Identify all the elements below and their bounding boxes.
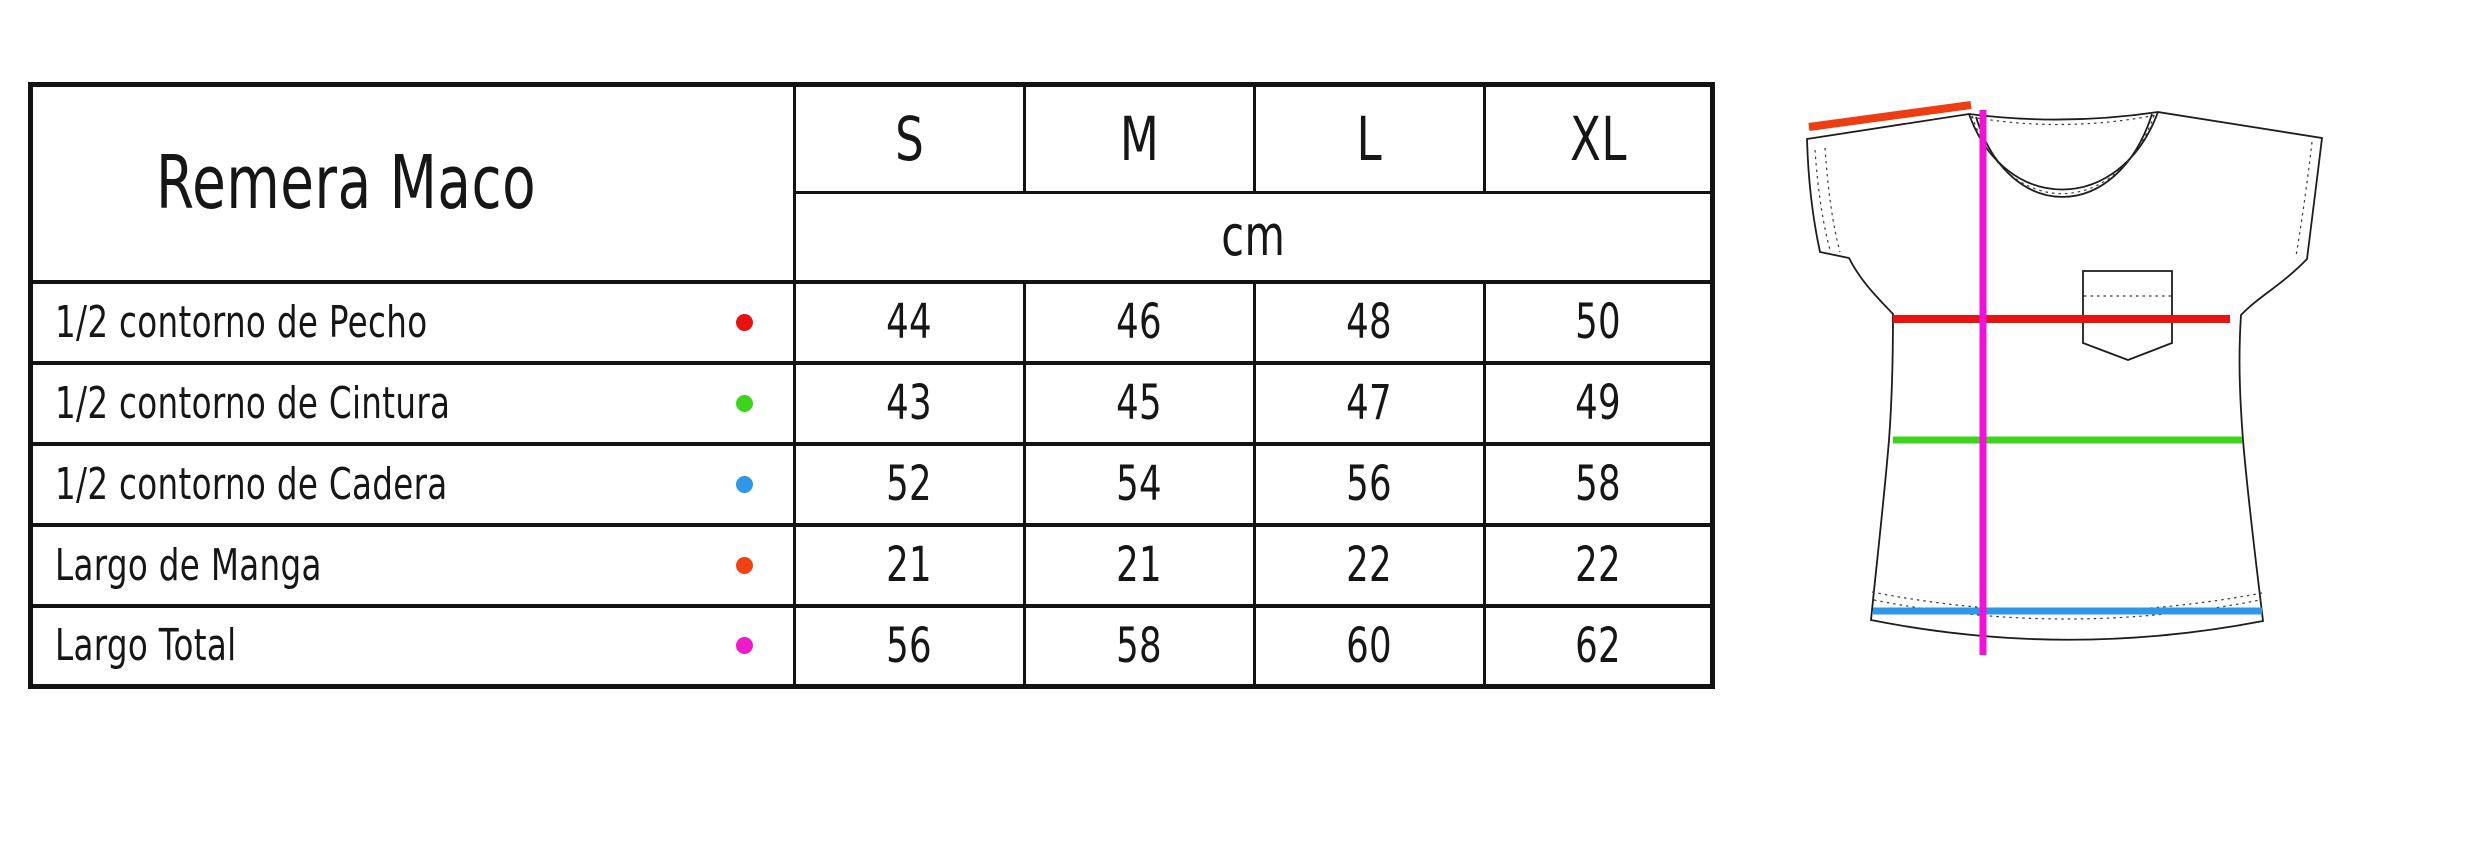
value-cell: 60 bbox=[1346, 617, 1393, 674]
unit-cell: cm bbox=[793, 191, 1714, 284]
sleeve-length-line bbox=[1808, 101, 1972, 131]
collar-front-outer bbox=[1968, 111, 2159, 191]
table-row: Largo de Manga 21 21 22 22 bbox=[29, 522, 1714, 608]
value-cell-wrap: 43 bbox=[793, 360, 1026, 446]
right-sleeve-stitch bbox=[2295, 141, 2313, 257]
value-cell: 47 bbox=[1346, 375, 1393, 431]
measurement-dot bbox=[736, 556, 753, 574]
hem-stitch-1 bbox=[1871, 591, 2263, 612]
row-label: Largo Total bbox=[55, 620, 237, 672]
value-cell-wrap: 22 bbox=[1483, 522, 1714, 608]
value-cell: 43 bbox=[886, 375, 933, 431]
value-cell-wrap: 48 bbox=[1253, 279, 1486, 365]
value-cell-wrap: 62 bbox=[1483, 603, 1714, 689]
value-cell-wrap: 58 bbox=[1483, 441, 1714, 527]
value-cell: 52 bbox=[886, 456, 933, 512]
pocket bbox=[2082, 270, 2173, 361]
row-label: 1/2 contorno de Cintura bbox=[55, 377, 451, 429]
measurement-dot bbox=[736, 394, 753, 412]
measurement-label-cell: 1/2 contorno de Cadera bbox=[29, 441, 796, 527]
table-row: 1/2 contorno de Cadera 52 54 56 58 bbox=[29, 441, 1714, 527]
left-sleeve-stitch bbox=[1814, 149, 1831, 251]
size-column-header-m: M bbox=[1023, 83, 1256, 194]
value-cell-wrap: 58 bbox=[1023, 603, 1256, 689]
chart-title: Remera Maco bbox=[156, 140, 537, 227]
measurement-label-cell: 1/2 contorno de Pecho bbox=[29, 279, 796, 365]
value-cell: 58 bbox=[1575, 456, 1621, 512]
value-cell: 48 bbox=[1346, 294, 1393, 350]
value-cell-wrap: 46 bbox=[1023, 279, 1256, 365]
size-column-header-s: S bbox=[793, 83, 1026, 194]
value-cell: 56 bbox=[1346, 456, 1393, 512]
value-cell-wrap: 44 bbox=[793, 279, 1026, 365]
value-cell-wrap: 47 bbox=[1253, 360, 1486, 446]
collar-front-inner bbox=[1975, 113, 2153, 198]
size-chart-table: Remera Maco S M L XL cm bbox=[28, 82, 1715, 689]
value-cell-wrap: 21 bbox=[1023, 522, 1256, 608]
value-cell: 22 bbox=[1575, 537, 1621, 593]
value-cell: 44 bbox=[886, 294, 933, 350]
value-cell: 45 bbox=[1116, 375, 1163, 431]
measurement-label-cell: 1/2 contorno de Cintura bbox=[29, 360, 796, 446]
measurement-dot bbox=[736, 637, 753, 655]
value-cell: 50 bbox=[1575, 294, 1621, 350]
table-row: 1/2 contorno de Pecho 44 46 48 50 bbox=[29, 279, 1714, 365]
value-cell-wrap: 60 bbox=[1253, 603, 1486, 689]
value-cell: 58 bbox=[1116, 617, 1163, 674]
chart-title-cell: Remera Maco bbox=[29, 83, 796, 283]
table-row: Largo Total 56 58 60 62 bbox=[29, 603, 1714, 689]
tshirt-outline bbox=[1806, 111, 2323, 641]
row-label: 1/2 contorno de Cadera bbox=[55, 458, 448, 510]
collar-stitch bbox=[1971, 112, 2156, 195]
left-sleeve-stitch-2 bbox=[1824, 147, 1841, 253]
row-label: 1/2 contorno de Pecho bbox=[55, 296, 428, 348]
measurement-label-cell: Largo de Manga bbox=[29, 522, 796, 608]
table-body: 1/2 contorno de Pecho 44 46 48 50 1/2 co… bbox=[29, 279, 1714, 689]
size-column-header-l: L bbox=[1253, 83, 1486, 194]
value-cell-wrap: 56 bbox=[793, 603, 1026, 689]
value-cell-wrap: 45 bbox=[1023, 360, 1256, 446]
value-cell-wrap: 54 bbox=[1023, 441, 1256, 527]
value-cell: 46 bbox=[1116, 294, 1163, 350]
row-label: Largo de Manga bbox=[55, 539, 322, 591]
value-cell-wrap: 50 bbox=[1483, 279, 1714, 365]
table-row: 1/2 contorno de Cintura 43 45 47 49 bbox=[29, 360, 1714, 446]
value-cell-wrap: 56 bbox=[1253, 441, 1486, 527]
back-neck-stitch bbox=[1970, 114, 2157, 126]
measurement-dot bbox=[736, 313, 753, 331]
value-cell: 62 bbox=[1575, 617, 1621, 674]
value-cell-wrap: 52 bbox=[793, 441, 1026, 527]
value-cell: 56 bbox=[886, 617, 933, 674]
measurement-dot bbox=[736, 475, 753, 493]
value-cell-wrap: 22 bbox=[1253, 522, 1486, 608]
value-cell: 49 bbox=[1575, 375, 1621, 431]
value-cell: 21 bbox=[1116, 537, 1163, 593]
unit-label: cm bbox=[1221, 204, 1285, 270]
measurement-label-cell: Largo Total bbox=[29, 603, 796, 689]
size-column-header-xl: XL bbox=[1483, 83, 1714, 194]
value-cell-wrap: 21 bbox=[793, 522, 1026, 608]
value-cell: 22 bbox=[1346, 537, 1393, 593]
value-cell: 21 bbox=[886, 537, 933, 593]
hem-stitch-2 bbox=[1873, 599, 2261, 620]
value-cell-wrap: 49 bbox=[1483, 360, 1714, 446]
value-cell: 54 bbox=[1116, 456, 1163, 512]
